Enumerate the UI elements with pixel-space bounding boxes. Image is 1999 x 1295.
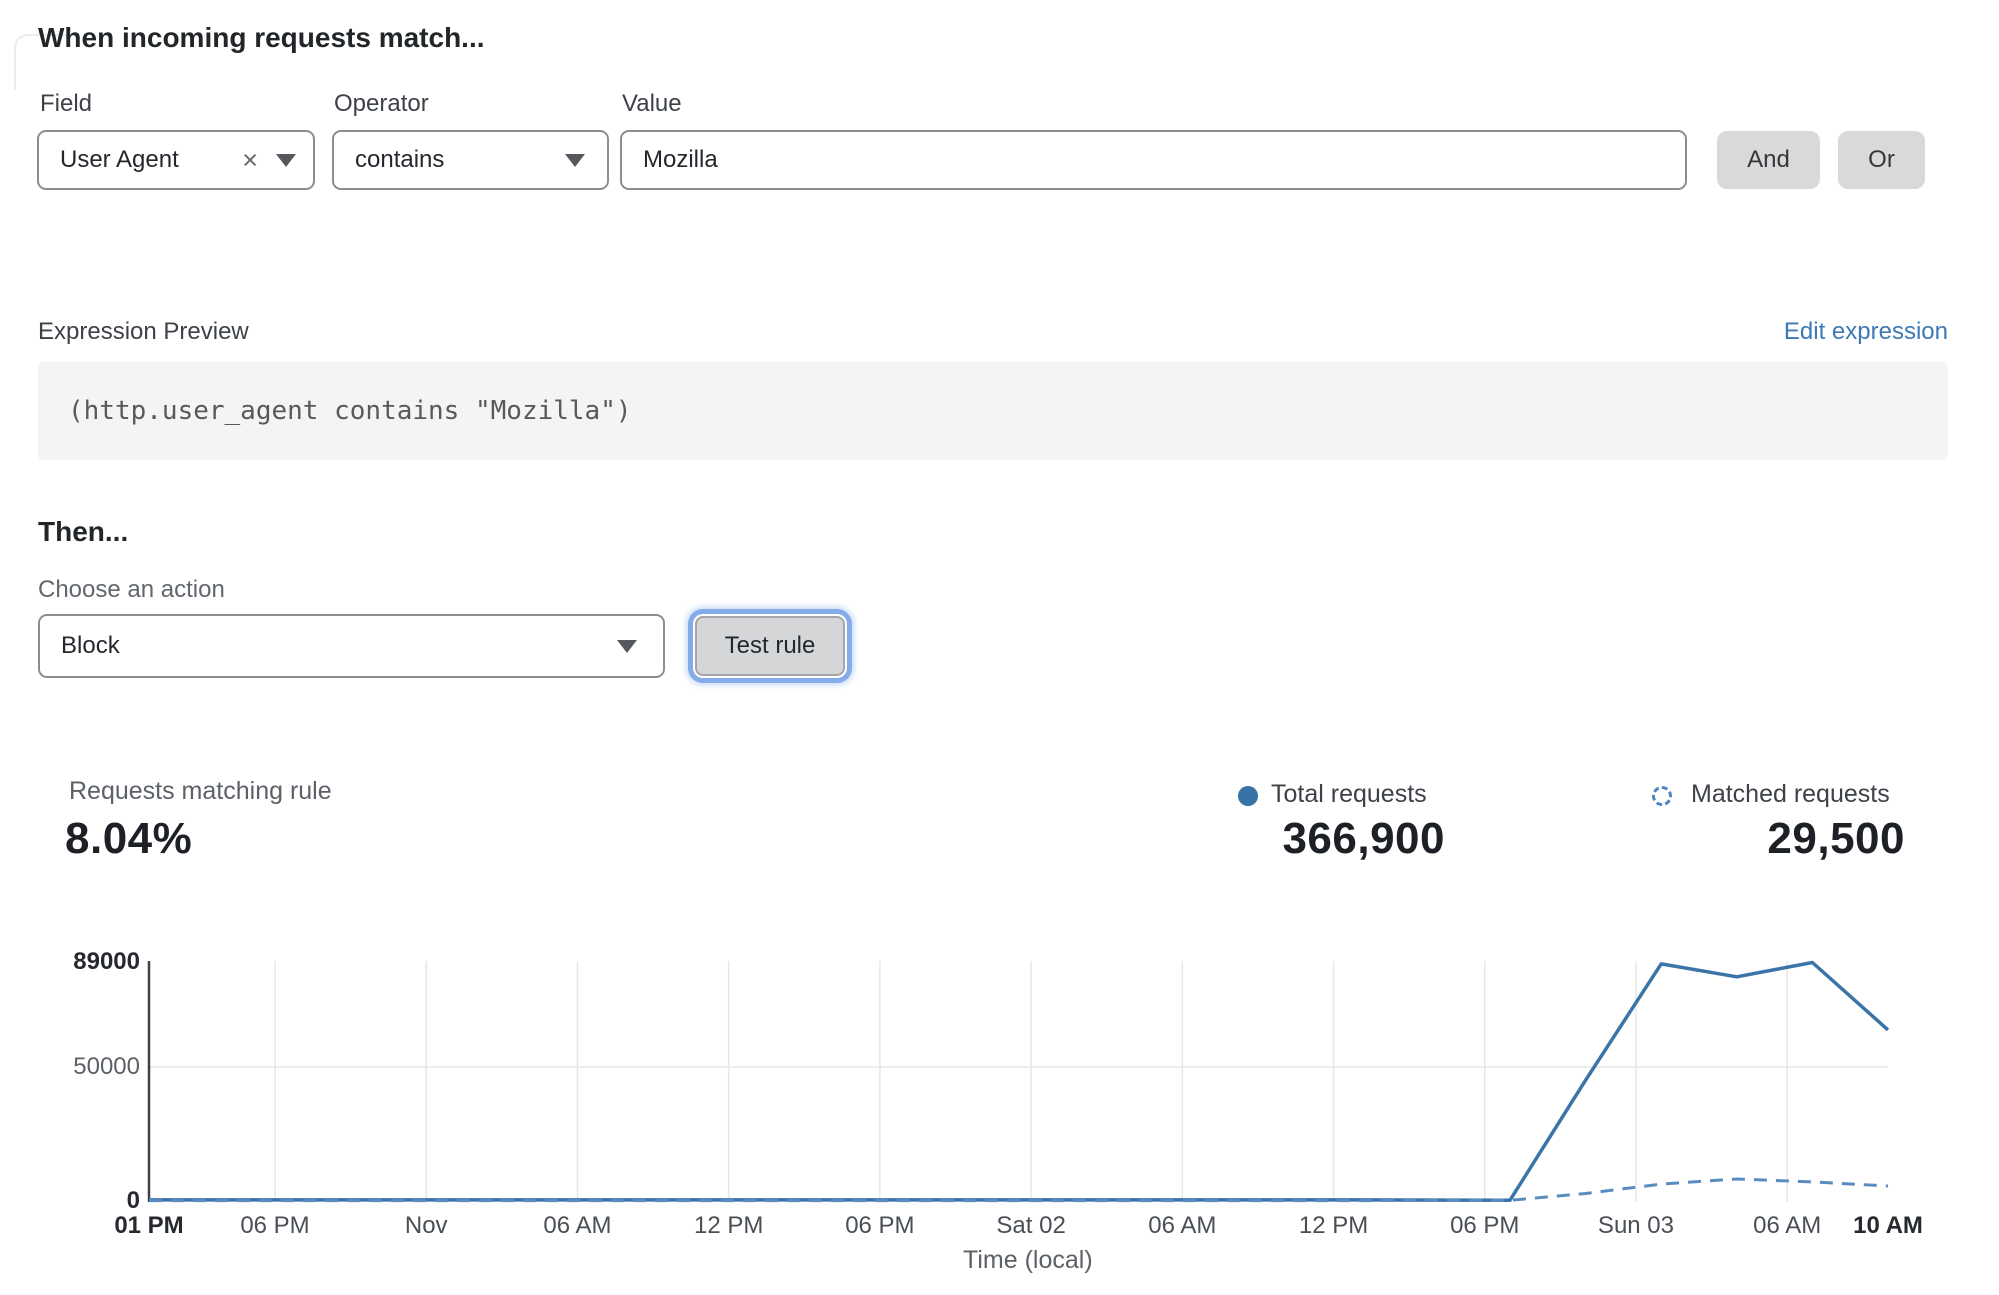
choose-action-label: Choose an action: [38, 576, 225, 603]
requests-chart: [147, 960, 1890, 1203]
then-heading: Then...: [38, 516, 129, 547]
chevron-down-icon: [617, 639, 637, 653]
test-rule-button[interactable]: Test rule: [695, 616, 845, 676]
x-tick-label: 10 AM: [1853, 1212, 1923, 1239]
chart-vertical-gridlines: [274, 961, 1788, 1202]
y-tick-0: 0: [126, 1187, 140, 1214]
operator-select-value: contains: [355, 146, 445, 173]
x-tick-label: 06 AM: [543, 1212, 612, 1239]
total-requests-value: 366,900: [1282, 814, 1445, 863]
x-tick-label: 12 PM: [693, 1212, 764, 1239]
matched-requests-line: [149, 1177, 1889, 1203]
x-axis-tick-labels: 01 PM 06 PM Nov 06 AM 12 PM 06 PM Sat 02 06 AM 1…: [0, 1212, 1999, 1242]
chevron-down-icon: [276, 153, 296, 167]
x-tick-label: Sat 02: [996, 1212, 1066, 1239]
action-select-value: Block: [61, 632, 120, 659]
matching-rule-label: Requests matching rule: [69, 777, 332, 805]
matched-requests-value: 29,500: [1767, 814, 1905, 863]
value-label: Value: [622, 90, 682, 117]
matching-rule-value: 8.04%: [65, 814, 193, 863]
operator-label: Operator: [334, 90, 429, 117]
expression-code-box: (http.user_agent contains "Mozilla"): [38, 362, 1948, 460]
chevron-down-icon: [565, 153, 585, 167]
total-requests-line: [149, 960, 1890, 1202]
x-axis-title: Time (local): [963, 1246, 1093, 1274]
and-button[interactable]: And: [1717, 131, 1820, 189]
expression-code: (http.user_agent contains "Mozilla"): [68, 396, 632, 426]
x-tick-label: Nov: [404, 1212, 448, 1239]
card-corner-decoration: [14, 34, 70, 90]
or-button[interactable]: Or: [1838, 131, 1925, 189]
matched-requests-ring-icon: [1652, 786, 1672, 806]
total-requests-dot-icon: [1238, 786, 1258, 806]
x-tick-label: 12 PM: [1298, 1212, 1369, 1239]
x-tick-label: 06 PM: [845, 1212, 915, 1239]
expression-preview-label: Expression Preview: [38, 318, 249, 345]
y-tick-50000: 50000: [73, 1053, 140, 1080]
value-input[interactable]: [620, 130, 1687, 190]
match-heading: When incoming requests match...: [38, 22, 485, 53]
field-clear-icon[interactable]: ×: [242, 144, 258, 175]
x-tick-label: 06 PM: [240, 1212, 310, 1239]
x-tick-label: Sun 03: [1597, 1212, 1675, 1239]
field-select-value: User Agent: [60, 146, 179, 173]
field-label: Field: [40, 90, 93, 117]
matched-requests-label: Matched requests: [1691, 780, 1890, 808]
field-select[interactable]: User Agent ×: [37, 130, 315, 190]
x-tick-label: 06 AM: [1148, 1212, 1217, 1239]
x-tick-label: 01 PM: [114, 1212, 184, 1239]
total-requests-label: Total requests: [1271, 780, 1427, 808]
action-select[interactable]: Block: [38, 614, 665, 678]
x-tick-label: 06 PM: [1450, 1212, 1520, 1239]
y-tick-89000: 89000: [73, 948, 140, 975]
operator-select[interactable]: contains: [332, 130, 609, 190]
x-tick-label: 06 AM: [1753, 1212, 1822, 1239]
edit-expression-link[interactable]: Edit expression: [1783, 318, 1948, 345]
